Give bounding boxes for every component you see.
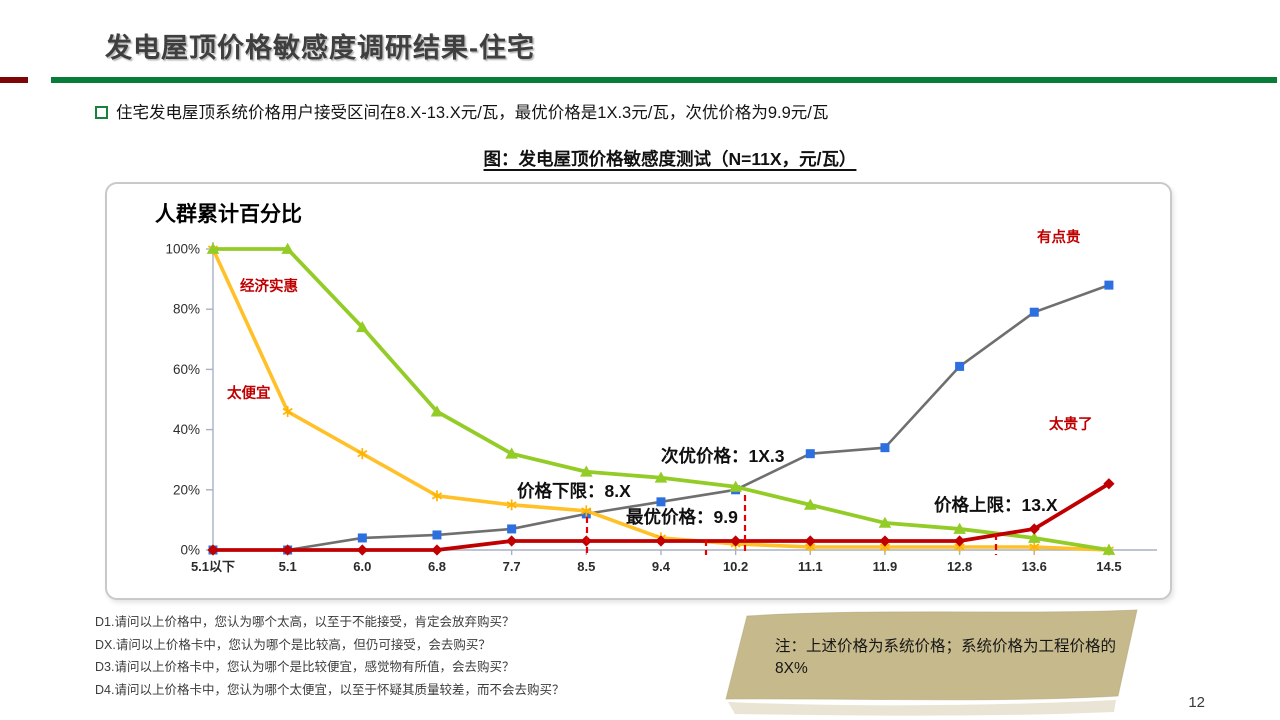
svg-text:6.8: 6.8 — [428, 559, 446, 574]
bullet-square-icon — [95, 106, 108, 119]
survey-question-d4: D4.请问以上价格卡中，您认为哪个太便宜，以至于怀疑其质量较差，而不会去购买？ — [95, 682, 565, 697]
price-sensitivity-chart: 100% 80% 60% 40% 20% 0%5.1以下 5.1 6.0 6.8 7.7 8.5 9.… — [165, 228, 1157, 574]
svg-text:9.4: 9.4 — [652, 559, 671, 574]
svg-text:80%: 80% — [173, 302, 200, 317]
svg-text:7.7: 7.7 — [503, 559, 521, 574]
survey-question-dx: DX.请问以上价格卡中，您认为哪个是比较高，但仍可接受，会去购买？ — [95, 637, 491, 652]
svg-text:最优价格：9.9: 最优价格：9.9 — [626, 507, 738, 527]
svg-text:11.9: 11.9 — [873, 559, 898, 574]
svg-text:6.0: 6.0 — [353, 559, 371, 574]
chart-caption: 图：发电屋顶价格敏感度测试（N=11X，元/瓦） — [483, 149, 857, 169]
svg-text:14.5: 14.5 — [1096, 559, 1121, 574]
survey-questions: D1.请问以上价格中，您认为哪个太高，以至于不能接受，肯定会放弃购买？ DX.请… — [95, 611, 695, 701]
svg-text:11.1: 11.1 — [798, 559, 823, 574]
svg-text:12.8: 12.8 — [947, 559, 972, 574]
svg-text:13.6: 13.6 — [1022, 559, 1047, 574]
svg-text:40%: 40% — [173, 422, 200, 437]
svg-text:太便宜: 太便宜 — [227, 384, 271, 402]
chart-axis-title: 人群累计百分比 — [155, 203, 302, 226]
svg-text:经济实惠: 经济实惠 — [240, 277, 298, 295]
chart-card: 100% 80% 60% 40% 20% 0% 5.1以下 5.1 6.0 6.8 7.7 8.5 9.… — [105, 182, 1172, 600]
svg-text:8.5: 8.5 — [577, 559, 595, 574]
svg-text:5.1以下: 5.1以下 — [191, 559, 235, 574]
svg-text:100%: 100% — [165, 242, 200, 257]
svg-text:10.2: 10.2 — [723, 559, 748, 574]
note-banner-text: 注：上述价格为系统价格；系统价格为工程价格的8X% — [775, 638, 1117, 677]
svg-text:60%: 60% — [173, 362, 200, 377]
svg-text:价格下限：8.X: 价格下限：8.X — [517, 481, 631, 501]
svg-text:有点贵: 有点贵 — [1037, 228, 1081, 246]
svg-text:0%: 0% — [180, 543, 200, 558]
summary-text: 住宅发电屋顶系统价格用户接受区间在8.X-13.X元/瓦，最优价格是1X.3元/… — [116, 104, 829, 122]
survey-question-d1: D1.请问以上价格中，您认为哪个太高，以至于不能接受，肯定会放弃购买？ — [95, 615, 515, 629]
svg-text:太贵了: 太贵了 — [1049, 415, 1093, 433]
title-accent-bar — [0, 77, 28, 83]
svg-text:5.1: 5.1 — [279, 559, 297, 574]
page-number: 12 — [1188, 694, 1205, 711]
title-divider-line — [51, 77, 1277, 83]
svg-text:20%: 20% — [173, 482, 200, 497]
note-banner-shape — [725, 609, 1138, 716]
note-banner: 注：上述价格为系统价格；系统价格为工程价格的8X% — [715, 603, 1180, 720]
svg-text:次优价格：1X.3: 次优价格：1X.3 — [661, 446, 785, 466]
series-economical — [206, 242, 1116, 555]
survey-question-d3: D3.请问以上价格卡中，您认为哪个是比较便宜，感觉物有所值，会去购买？ — [95, 660, 515, 674]
series-too-expensive — [207, 478, 1115, 556]
summary-line: 住宅发电屋顶系统价格用户接受区间在8.X-13.X元/瓦，最优价格是1X.3元/… — [95, 99, 1245, 123]
page-title: 发电屋顶价格敏感度调研结果-住宅 — [105, 33, 535, 63]
svg-text:价格上限：13.X: 价格上限：13.X — [934, 495, 1058, 515]
